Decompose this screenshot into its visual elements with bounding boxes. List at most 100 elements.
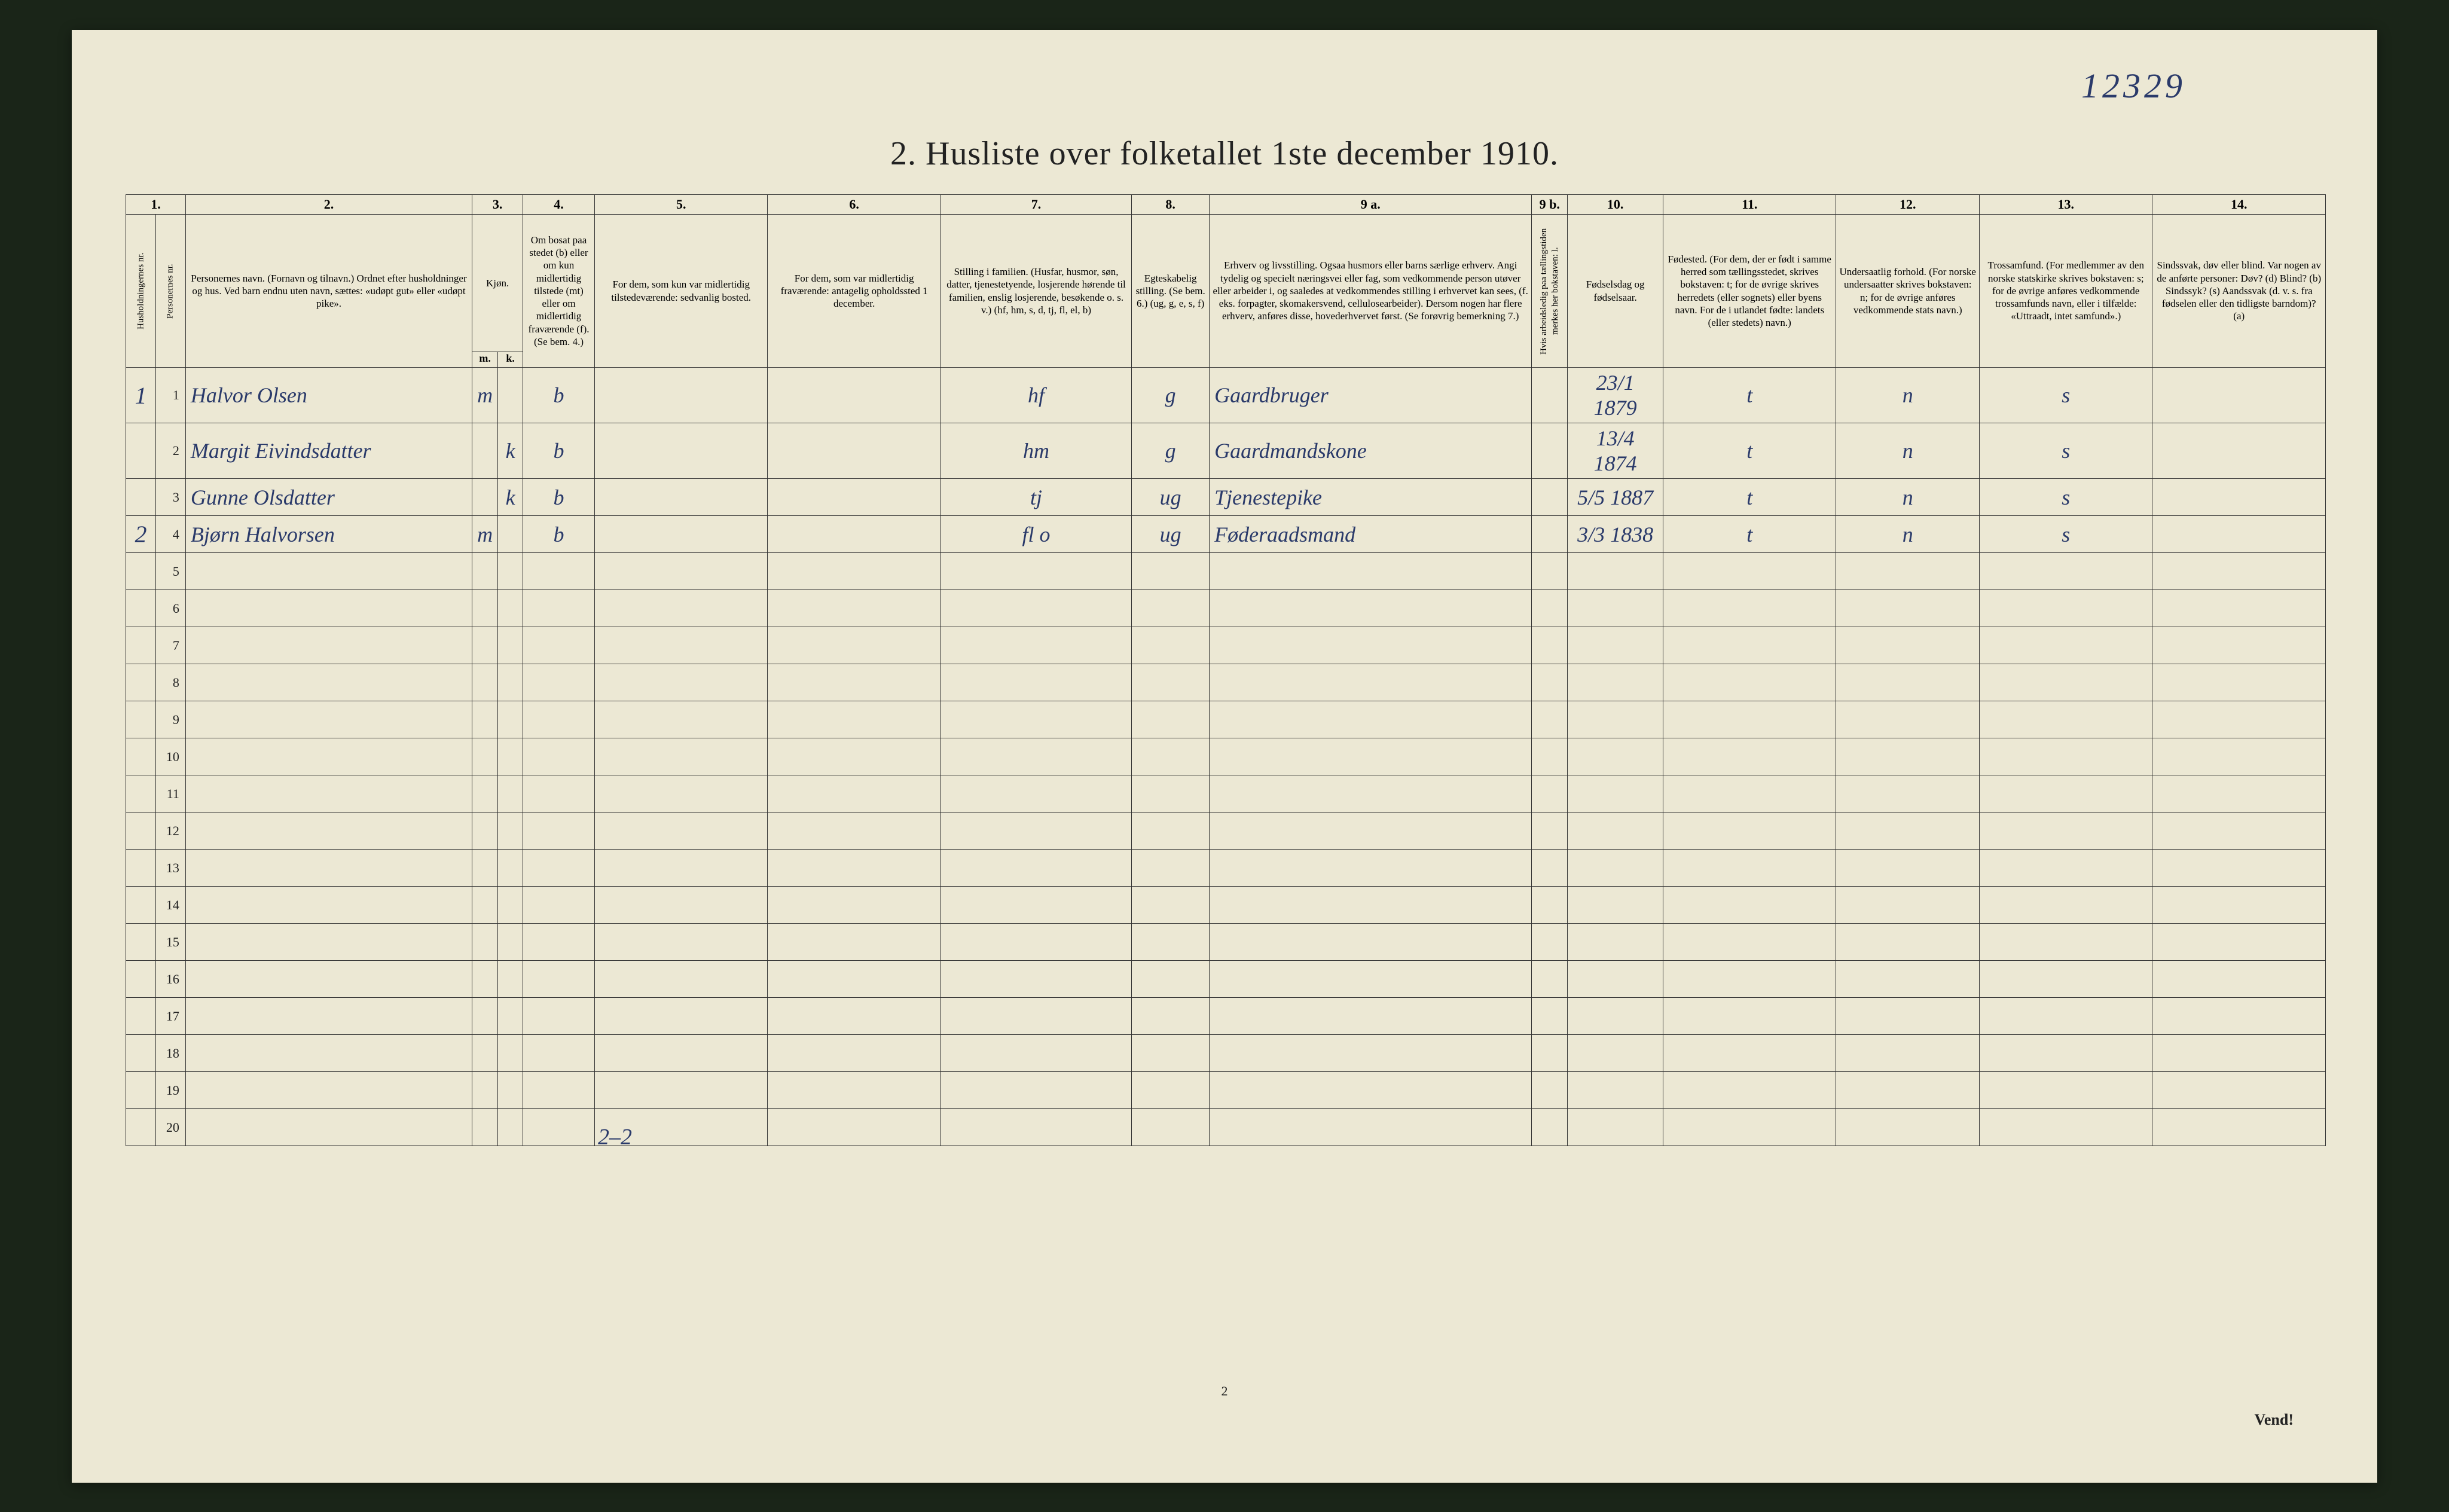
cell-empty (498, 590, 523, 627)
cell-trossamfund: s (1980, 479, 2152, 516)
cell-hh-nr (126, 924, 156, 961)
cell-empty (185, 812, 472, 850)
table-row-empty: 19 (126, 1072, 2326, 1109)
cell-empty (472, 590, 498, 627)
cell-empty (185, 738, 472, 775)
cell-person-nr: 15 (155, 924, 185, 961)
cell-empty (185, 924, 472, 961)
table-row: 11Halvor OlsenmbhfgGaardbruger23/1 1879t… (126, 368, 2326, 423)
cell-person-nr: 1 (155, 368, 185, 423)
cell-empty (1532, 812, 1568, 850)
cell-empty (1836, 812, 1980, 850)
cell-empty (594, 961, 767, 998)
cell-empty (523, 1035, 595, 1072)
table-row-empty: 13 (126, 850, 2326, 887)
cell-empty (498, 998, 523, 1035)
cell-empty (185, 775, 472, 812)
cell-person-nr: 3 (155, 479, 185, 516)
page-number-bottom: 2 (1222, 1383, 1228, 1399)
cell-fodested: t (1663, 368, 1836, 423)
cell-empty (1132, 553, 1210, 590)
cell-person-nr: 13 (155, 850, 185, 887)
cell-empty (1663, 1035, 1836, 1072)
column-number-row: 1. 2. 3. 4. 5. 6. 7. 8. 9 a. 9 b. 10. 11… (126, 195, 2326, 215)
cell-empty (472, 553, 498, 590)
cell-empty (1132, 850, 1210, 887)
cell-empty (1532, 627, 1568, 664)
cell-empty (185, 627, 472, 664)
cell-empty (2152, 590, 2326, 627)
cell-stilling-familien: hm (940, 423, 1131, 479)
cell-fodested: t (1663, 479, 1836, 516)
cell-empty (1836, 664, 1980, 701)
cell-empty (498, 738, 523, 775)
cell-empty (1568, 627, 1663, 664)
cell-bosat: b (523, 516, 595, 553)
header-egteskabelig: Egteskabelig stilling. (Se bem. 6.) (ug,… (1132, 215, 1210, 368)
cell-hh-nr (126, 775, 156, 812)
header-navn: Personernes navn. (Fornavn og tilnavn.) … (185, 215, 472, 368)
cell-empty (1210, 1035, 1532, 1072)
cell-empty (1132, 664, 1210, 701)
cell-empty (1980, 775, 2152, 812)
cell-empty (1836, 1072, 1980, 1109)
cell-empty (472, 850, 498, 887)
colnum-6: 6. (768, 195, 940, 215)
cell-empty (768, 701, 940, 738)
table-row-empty: 6 (126, 590, 2326, 627)
cell-hh-nr (126, 590, 156, 627)
cell-empty (1663, 775, 1836, 812)
cell-empty (1132, 812, 1210, 850)
cell-empty (1663, 812, 1836, 850)
cell-undersaatlig: n (1836, 368, 1980, 423)
cell-empty (594, 775, 767, 812)
cell-empty (185, 1035, 472, 1072)
cell-empty (185, 590, 472, 627)
page-title: 2. Husliste over folketallet 1ste decemb… (72, 135, 2377, 173)
cell-stilling-familien: hf (940, 368, 1131, 423)
cell-empty (523, 850, 595, 887)
cell-person-nr: 6 (155, 590, 185, 627)
cell-empty (1836, 887, 1980, 924)
cell-person-nr: 20 (155, 1109, 185, 1146)
cell-empty (594, 1035, 767, 1072)
cell-empty (472, 775, 498, 812)
cell-empty (768, 812, 940, 850)
cell-empty (2152, 775, 2326, 812)
cell-empty (1980, 1072, 2152, 1109)
cell-hh-nr (126, 887, 156, 924)
cell-empty (1836, 850, 1980, 887)
cell-empty (185, 961, 472, 998)
cell-trossamfund: s (1980, 516, 2152, 553)
cell-empty (472, 887, 498, 924)
cell-empty (594, 738, 767, 775)
cell-empty (1980, 701, 2152, 738)
table-row: 2Margit EivindsdatterkbhmgGaardmandskone… (126, 423, 2326, 479)
cell-opholdssted (768, 516, 940, 553)
cell-empty (1532, 1072, 1568, 1109)
cell-empty (1210, 924, 1532, 961)
cell-empty (1532, 1035, 1568, 1072)
table-row-empty: 14 (126, 887, 2326, 924)
cell-opholdssted (768, 368, 940, 423)
cell-empty (1663, 1072, 1836, 1109)
cell-empty (185, 1109, 472, 1146)
cell-person-nr: 14 (155, 887, 185, 924)
cell-egteskabelig: g (1132, 423, 1210, 479)
cell-hh-nr (126, 479, 156, 516)
cell-empty (2152, 887, 2326, 924)
cell-erhverv: Gaardbruger (1210, 368, 1532, 423)
cell-empty (1980, 590, 2152, 627)
cell-empty (472, 1035, 498, 1072)
cell-empty (594, 701, 767, 738)
table-row-empty: 15 (126, 924, 2326, 961)
cell-empty (1210, 850, 1532, 887)
table-row: 24Bjørn Halvorsenmbfl ougFøderaadsmand3/… (126, 516, 2326, 553)
table-row-empty: 7 (126, 627, 2326, 664)
cell-empty (940, 998, 1131, 1035)
cell-person-nr: 11 (155, 775, 185, 812)
cell-empty (1568, 961, 1663, 998)
colnum-4: 4. (523, 195, 595, 215)
cell-empty (1836, 1035, 1980, 1072)
cell-hh-nr (126, 1035, 156, 1072)
